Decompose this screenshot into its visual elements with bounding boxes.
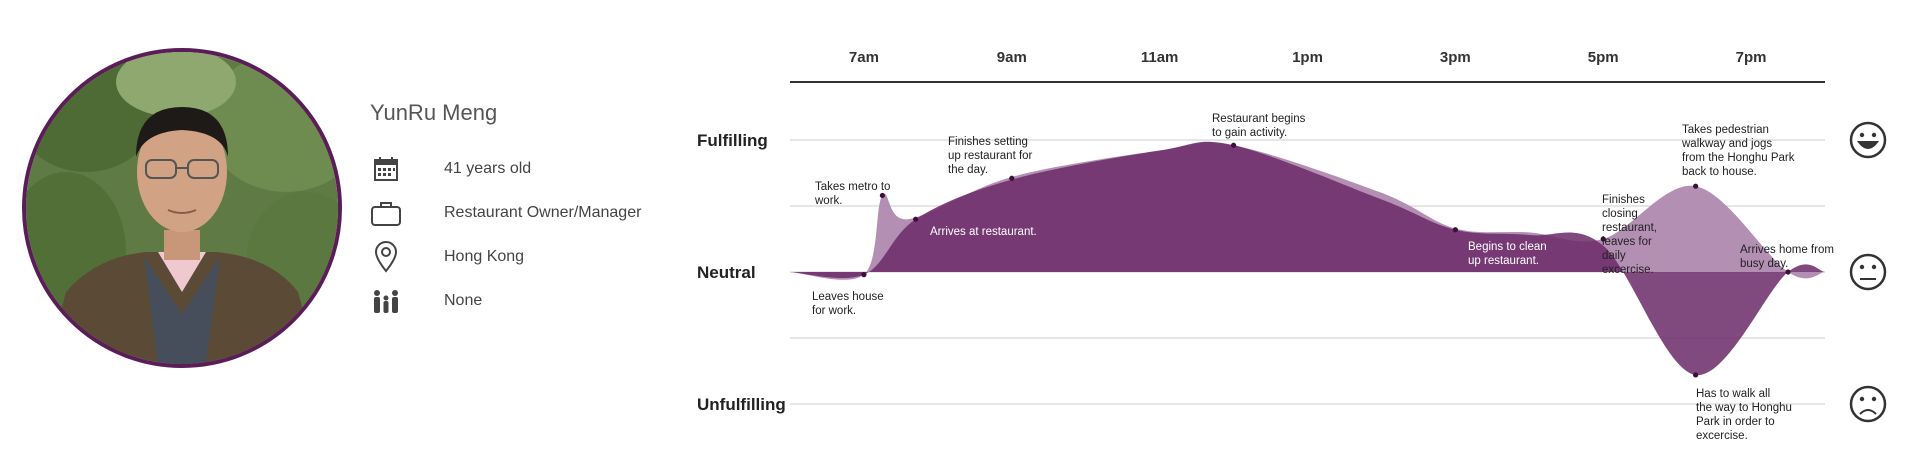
event-label: Takes pedestrian walkway and jogs from the… [1681,124,1795,178]
event-point [1600,236,1606,242]
event-label: Finishes setting up restaurant for the day… [948,136,1033,176]
family-icon [370,285,402,317]
x-tick-label: 1pm [1292,49,1323,66]
family-text: None [444,292,483,309]
face-eye [1859,264,1865,270]
briefcase-icon [370,197,402,229]
location-text: Hong Kong [444,248,525,265]
occupation-text: Restaurant Owner/Manager [444,204,642,221]
face-eye [1859,132,1865,138]
x-tick-label: 3pm [1440,49,1471,66]
event-point [861,272,867,278]
y-level-label: Fulfilling [697,131,768,150]
age-row: 41 years old [370,152,531,186]
x-tick-label: 7am [849,49,879,66]
family-row: None [370,284,482,318]
x-tick-label: 5pm [1588,49,1619,66]
x-tick-label: 9am [997,49,1027,66]
age-text: 41 years old [444,160,532,177]
face-eye [1871,132,1877,138]
event-point [913,216,919,222]
face-eye [1871,396,1877,402]
primary-journey-area [790,141,1825,376]
event-point [1230,142,1237,148]
y-level-label: Neutral [697,263,756,282]
event-point [879,192,886,199]
event-point [1693,372,1699,378]
face-mouth [1856,141,1880,149]
event-point [1693,183,1699,189]
event-label: Begins to clean up restaurant. [1468,241,1547,267]
location-pin-icon [370,241,402,273]
face-eye [1859,396,1865,402]
face-mouth [1859,409,1877,415]
laughing-face-icon [1849,121,1887,159]
persona-photo [22,48,342,368]
event-point [1785,269,1791,275]
event-label: Has to walk all the way to Honghu Park in … [1696,388,1792,442]
y-level-label: Unfulfilling [697,395,786,414]
calendar-icon [370,153,402,185]
x-tick-label: 11am [1141,49,1179,66]
occupation-row: Restaurant Owner/Manager [370,196,641,230]
event-point [1452,227,1458,233]
event-label: Finishes closing restaurant, leaves for dail… [1602,194,1657,276]
neutral-face-icon [1849,253,1887,291]
face-eye [1871,264,1877,270]
persona-name: YunRu Meng [370,100,498,125]
event-label: Arrives at restaurant. [930,226,1037,238]
sad-face-icon [1849,385,1887,423]
location-row: Hong Kong [370,240,524,274]
event-label: Takes metro to work. [814,181,890,207]
event-point [1009,175,1015,181]
event-label: Restaurant begins to gain activity. [1212,113,1306,139]
event-label: Arrives home from busy day. [1740,244,1834,270]
persona-portrait-image [26,52,338,364]
x-tick-label: 7pm [1736,49,1767,66]
event-label: Leaves house for work. [812,291,884,317]
